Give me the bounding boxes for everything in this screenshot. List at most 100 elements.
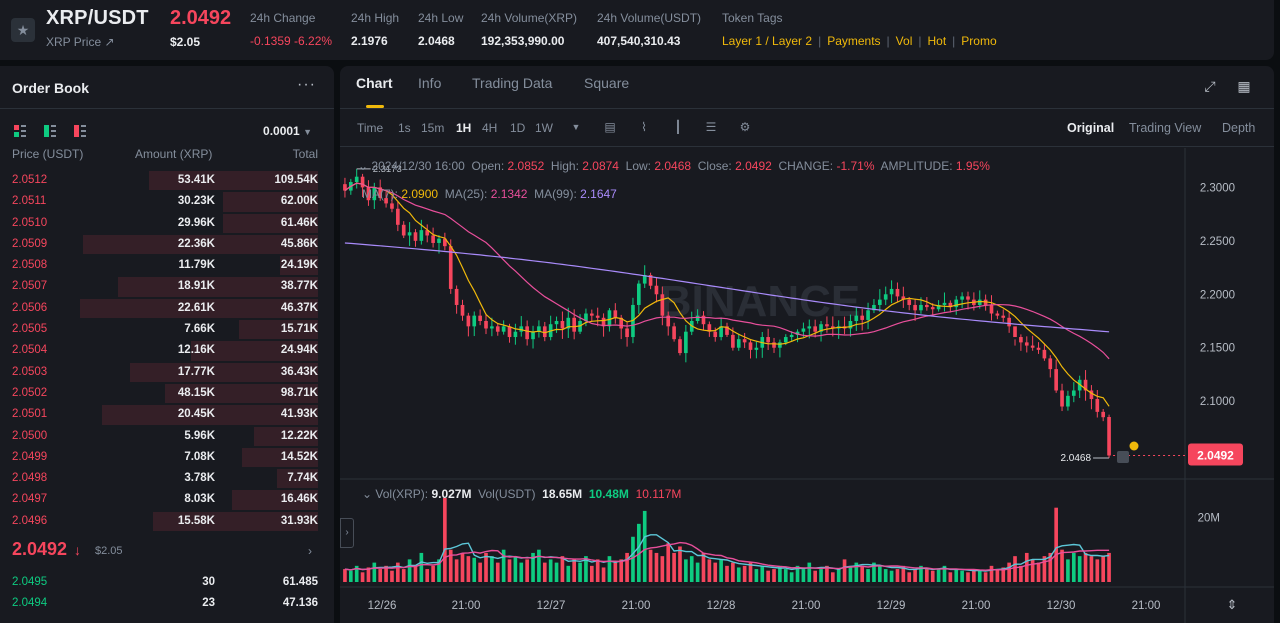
ask-row[interactable]: 2.0507 18.91K 38.77K	[0, 276, 334, 297]
tag-promo[interactable]: Promo	[961, 34, 997, 48]
candle-body	[1001, 315, 1006, 318]
tab-square[interactable]: Square	[584, 75, 630, 91]
ma7-line	[344, 182, 1110, 407]
tag-payments[interactable]: Payments	[827, 34, 881, 48]
star-icon[interactable]: ★	[11, 18, 35, 42]
ask-row[interactable]: 2.0500 5.96K 12.22K	[0, 426, 334, 447]
interval-15m[interactable]: 15m	[421, 121, 445, 135]
ask-amount: 12.16K	[177, 344, 215, 357]
both-sides-icon[interactable]	[14, 125, 26, 137]
ask-row[interactable]: 2.0510 29.96K 61.46K	[0, 213, 334, 234]
volume-bar	[578, 562, 582, 582]
volume-bar	[672, 552, 676, 582]
tag-vol[interactable]: Vol	[895, 34, 913, 48]
ask-row[interactable]: 2.0499 7.08K 14.52K	[0, 447, 334, 468]
ask-total: 16.46K	[280, 493, 318, 506]
candle-body	[560, 321, 565, 329]
volume-bar	[501, 549, 506, 582]
ask-row[interactable]: 2.0502 48.15K 98.71K	[0, 383, 334, 404]
tag-hot[interactable]: Hot	[927, 34, 947, 48]
interval-more-icon[interactable]: ▼	[571, 122, 581, 132]
volume-bar	[848, 565, 853, 582]
more-icon[interactable]: ···	[297, 76, 316, 93]
collapse-caret-icon[interactable]: ⌄	[362, 487, 373, 501]
vol-ma1-value: 10.48M	[588, 487, 629, 501]
tab-info[interactable]: Info	[418, 75, 442, 91]
candle-body	[589, 313, 594, 316]
ask-row[interactable]: 2.0508 11.79K 24.19K	[0, 255, 334, 276]
interval-1h[interactable]: 1H	[456, 121, 472, 135]
ask-row[interactable]: 2.0503 17.77K 36.43K	[0, 362, 334, 383]
chevron-right-icon[interactable]: ›	[340, 518, 354, 548]
volume-bar	[760, 565, 765, 582]
volume-bar	[778, 565, 782, 582]
bid-row[interactable]: 2.0495 30 61.485	[0, 572, 334, 593]
ask-row[interactable]: 2.0505 7.66K 15.71K	[0, 319, 334, 340]
chevron-right-icon[interactable]: ›	[308, 544, 312, 558]
drawing-tools-icon[interactable]: ☰	[705, 120, 717, 134]
candle-body	[748, 342, 753, 350]
ask-row[interactable]: 2.0511 30.23K 62.00K	[0, 191, 334, 212]
settings-gear-icon[interactable]: ⚙	[739, 120, 751, 134]
pair-title[interactable]: XRP/USDT	[46, 7, 149, 29]
ask-price: 2.0505	[12, 323, 48, 336]
ask-row[interactable]: 2.0504 12.16K 24.94K	[0, 340, 334, 361]
asks-only-icon[interactable]	[74, 125, 86, 137]
ask-row[interactable]: 2.0498 3.78K 7.74K	[0, 468, 334, 489]
ask-row[interactable]: 2.0497 8.03K 16.46K	[0, 489, 334, 510]
candle-body	[490, 326, 494, 329]
stat-24h-low: 24h Low 2.0468	[418, 11, 463, 48]
volume-bar	[942, 565, 947, 582]
view-trading-view[interactable]: Trading View	[1129, 121, 1202, 135]
bid-row[interactable]: 2.0494 23 47.136	[0, 593, 334, 614]
price-link[interactable]: XRP Price ↗	[46, 35, 115, 49]
tab-trading-data[interactable]: Trading Data	[472, 75, 553, 91]
volume-bar	[1030, 559, 1035, 582]
candle-body	[443, 238, 447, 247]
volume-bar	[725, 565, 729, 582]
ask-price: 2.0500	[12, 429, 48, 442]
view-depth[interactable]: Depth	[1222, 121, 1256, 135]
candle-body	[613, 310, 618, 318]
volume-bar	[872, 562, 876, 582]
candle-type-icon[interactable]: ┃	[674, 120, 682, 134]
tick-size-select[interactable]: 0.0001 ▼	[263, 124, 312, 138]
ask-row[interactable]: 2.0512 53.41K 109.54K	[0, 170, 334, 191]
tag-layer1[interactable]: Layer 1 / Layer 2	[722, 34, 813, 48]
collapse-caret-icon[interactable]: ⌄	[358, 159, 369, 173]
expand-icon[interactable]: ⤢	[1204, 78, 1216, 94]
ask-row[interactable]: 2.0509 22.36K 45.86K	[0, 234, 334, 255]
ask-row[interactable]: 2.0496 15.58K 31.93K	[0, 511, 334, 532]
interval-4h[interactable]: 4H	[482, 121, 498, 135]
volume-bar	[731, 562, 735, 582]
ask-price: 2.0512	[12, 174, 48, 186]
calendar-icon[interactable]: ▤	[604, 120, 616, 134]
price-chart[interactable]: BINANCE 2.3000 2.2500 2.2000 2.1500 2.1000 20M…	[340, 66, 1274, 623]
candle-body	[1107, 416, 1111, 456]
layout-grid-icon[interactable]: ▦	[1237, 78, 1251, 94]
tab-chart[interactable]: Chart	[356, 75, 393, 91]
candle-body	[654, 285, 659, 295]
interval-1w[interactable]: 1W	[535, 121, 553, 135]
mid-price-row[interactable]: 2.0492 ↓ $2.05 ›	[0, 538, 334, 568]
volume-bar	[795, 565, 800, 582]
candle-body	[772, 342, 776, 348]
candle-body	[607, 310, 612, 327]
candle-body	[1060, 390, 1064, 407]
interval-1d[interactable]: 1D	[510, 121, 526, 135]
ask-amount: 3.78K	[184, 472, 215, 485]
candle-body	[1042, 349, 1047, 359]
candle-body	[789, 334, 794, 338]
ask-row[interactable]: 2.0501 20.45K 41.93K	[0, 404, 334, 425]
bids-only-icon[interactable]	[44, 125, 56, 137]
volume-bar	[989, 565, 994, 582]
bids-list: 2.0495 30 61.485 2.0494 23 47.136	[0, 572, 334, 615]
volume-bar	[1107, 552, 1111, 582]
interval-1s[interactable]: 1s	[398, 121, 411, 135]
view-original[interactable]: Original	[1067, 121, 1115, 135]
ask-row[interactable]: 2.0506 22.61K 46.37K	[0, 298, 334, 319]
volume-bar	[531, 552, 535, 582]
candle-body	[537, 326, 541, 332]
interval-time[interactable]: Time	[357, 121, 384, 135]
indicator-icon[interactable]: ⌇	[641, 120, 647, 134]
